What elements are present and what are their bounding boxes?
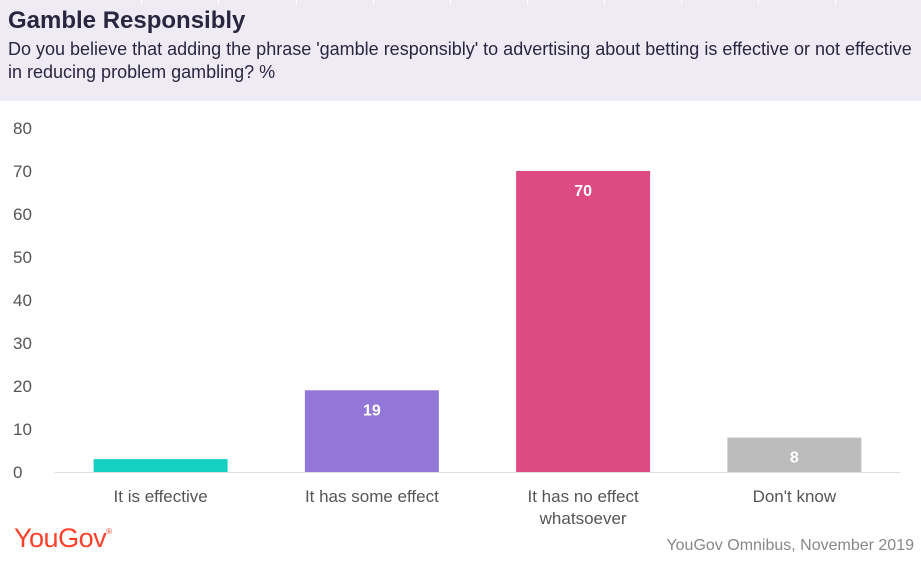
bars: 3 19 70 8 — [93, 171, 862, 488]
y-tick-label: 50 — [13, 248, 32, 267]
x-tick-label: It has no effect — [528, 487, 639, 506]
data-label: 19 — [363, 402, 381, 419]
source-note: YouGov Omnibus, November 2019 — [666, 537, 914, 554]
bar — [516, 171, 651, 472]
chart-subtitle: Do you believe that adding the phrase 'g… — [8, 39, 912, 82]
y-tick-label: 40 — [13, 291, 32, 310]
bar — [727, 437, 862, 472]
y-axis: 0 10 20 30 40 50 60 70 80 — [13, 119, 32, 482]
y-tick-label: 60 — [13, 205, 32, 224]
y-tick-label: 80 — [13, 119, 32, 138]
x-tick-label: whatsoever — [539, 509, 627, 528]
logo-text: YouGov — [14, 523, 107, 553]
yougov-logo[interactable]: YouGov® — [14, 523, 112, 554]
header-band: Gamble Responsibly Do you believe that a… — [0, 0, 921, 101]
data-label: 8 — [790, 450, 799, 467]
x-tick-label: It has some effect — [305, 487, 439, 506]
registered-mark: ® — [106, 527, 112, 536]
x-axis: It is effective It has some effect It has … — [114, 487, 837, 528]
y-tick-label: 20 — [13, 377, 32, 396]
y-tick-label: 0 — [13, 463, 22, 482]
y-tick-label: 10 — [13, 420, 32, 439]
y-tick-label: 70 — [13, 162, 32, 181]
x-tick-label: It is effective — [114, 487, 208, 506]
chart-title: Gamble Responsibly — [8, 7, 246, 34]
bar-chart: 0 10 20 30 40 50 60 70 80 3 19 70 8 It is effective… — [13, 119, 900, 528]
bar — [304, 390, 439, 472]
data-label: 3 — [156, 471, 165, 488]
data-label: 70 — [574, 183, 592, 200]
x-tick-label: Don't know — [753, 487, 837, 506]
bar — [93, 459, 228, 472]
y-tick-label: 30 — [13, 334, 32, 353]
